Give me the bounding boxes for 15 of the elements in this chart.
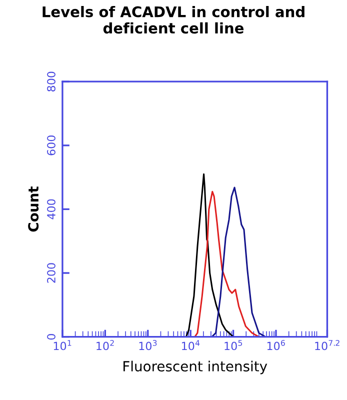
y-tick-label: 800 <box>47 72 56 92</box>
y-tick-label: 0 <box>47 334 56 340</box>
y-tick-label: 400 <box>47 199 56 220</box>
chart-title: Levels of ACADVL in control and deficient cell line <box>42 6 304 34</box>
x-tick-label: 10$^{7.2}$ <box>315 340 340 350</box>
x-tick-label: 10$^{5}$ <box>224 340 242 350</box>
y-axis-title: Count <box>28 186 39 232</box>
x-tick-label: 10$^{1}$ <box>54 340 72 350</box>
y-tick-label: 200 <box>47 263 56 283</box>
x-tick-label: 10$^{6}$ <box>267 340 285 350</box>
x-tick-label: 10$^{4}$ <box>182 340 200 350</box>
y-tick-label: 600 <box>47 136 56 156</box>
x-tick-label: 10$^{3}$ <box>139 340 157 350</box>
x-tick-label: 10$^{2}$ <box>96 340 114 350</box>
x-axis-title: Fluorescent intensity <box>124 360 268 374</box>
